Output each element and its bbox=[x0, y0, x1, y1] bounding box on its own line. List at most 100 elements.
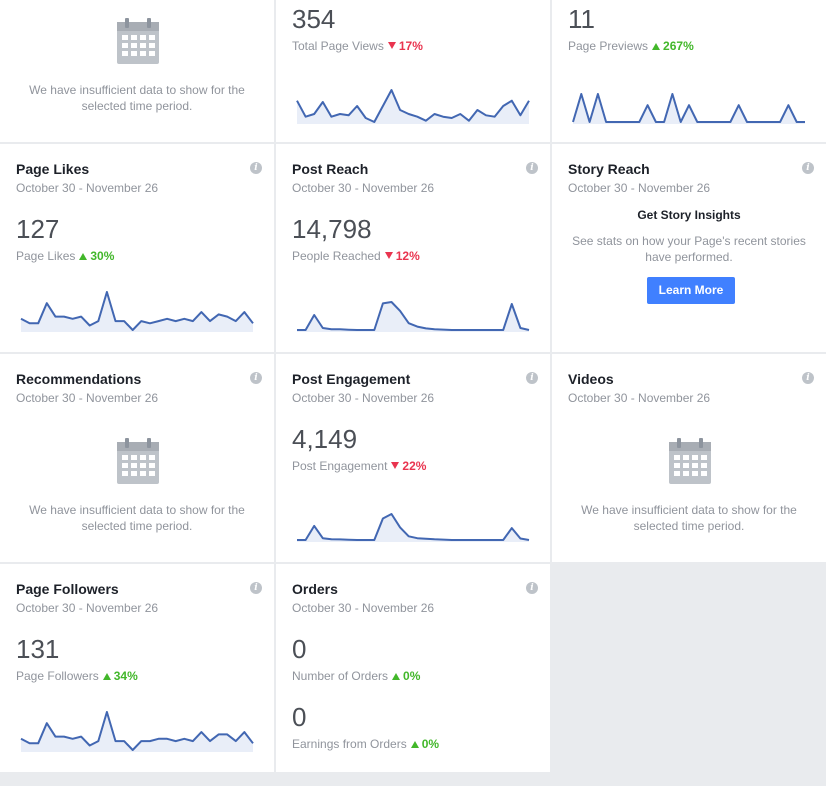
down-arrow-icon bbox=[387, 42, 396, 49]
down-arrow-icon bbox=[391, 462, 400, 469]
info-icon[interactable]: i bbox=[250, 582, 262, 594]
learn-more-button[interactable]: Learn More bbox=[647, 277, 735, 304]
info-icon[interactable]: i bbox=[526, 162, 538, 174]
date-range: October 30 - November 26 bbox=[568, 181, 711, 195]
card-title: Page Likes bbox=[16, 161, 90, 177]
page-followers-metric: Page Followers 34% bbox=[16, 669, 138, 683]
post-reach-change: 12% bbox=[395, 249, 420, 263]
orders-value: 0 bbox=[292, 634, 307, 664]
info-icon[interactable]: i bbox=[526, 582, 538, 594]
sparkline-area bbox=[21, 292, 253, 332]
post-reach-label: People Reached bbox=[292, 249, 381, 263]
insufficient-data-text: We have insufficient data to show for th… bbox=[29, 83, 245, 113]
post-engagement-sparkline bbox=[297, 513, 530, 542]
up-arrow-icon bbox=[392, 673, 401, 680]
page-views-value: 354 bbox=[292, 4, 336, 34]
date-range: October 30 - November 26 bbox=[16, 391, 159, 405]
up-arrow-icon bbox=[410, 741, 419, 748]
sparkline-line bbox=[296, 89, 530, 123]
post-reach-sparkline bbox=[297, 301, 530, 332]
earnings-metric: Earnings from Orders 0% bbox=[292, 737, 439, 751]
videos-card[interactable]: Videos October 30 - November 26 i We hav… bbox=[552, 354, 826, 562]
post-engagement-change: 22% bbox=[402, 459, 427, 473]
sparkline-area bbox=[297, 514, 529, 542]
info-icon[interactable]: i bbox=[250, 372, 262, 384]
page-views-label: Total Page Views bbox=[292, 39, 384, 53]
info-icon[interactable]: i bbox=[526, 372, 538, 384]
info-icon[interactable]: i bbox=[802, 372, 814, 384]
page-likes-change: 30% bbox=[90, 249, 115, 263]
earnings-value: 0 bbox=[292, 702, 307, 732]
calendar-icon bbox=[669, 438, 711, 484]
page-views-card[interactable]: 354 Total Page Views 17% bbox=[276, 0, 550, 142]
sparkline-area bbox=[573, 94, 805, 124]
up-arrow-icon bbox=[652, 43, 661, 50]
page-previews-sparkline bbox=[572, 93, 805, 124]
page-likes-card[interactable]: Page Likes October 30 - November 26 i 12… bbox=[0, 144, 274, 352]
page-likes-metric: Page Likes 30% bbox=[16, 249, 114, 263]
page-likes-sparkline bbox=[20, 291, 254, 332]
post-engagement-label: Post Engagement bbox=[292, 459, 388, 473]
page-followers-value: 131 bbox=[16, 634, 60, 664]
post-engagement-metric: Post Engagement 22% bbox=[292, 459, 426, 473]
orders-card[interactable]: Orders October 30 - November 26 i 0 Numb… bbox=[276, 564, 550, 772]
orders-label: Number of Orders bbox=[292, 669, 389, 683]
page-likes-value: 127 bbox=[16, 214, 60, 244]
card-title: Post Reach bbox=[292, 161, 369, 177]
story-reach-card[interactable]: Story Reach October 30 - November 26 i G… bbox=[552, 144, 826, 352]
page-followers-card[interactable]: Page Followers October 30 - November 26 … bbox=[0, 564, 274, 772]
page-previews-metric: Page Previews 267% bbox=[568, 39, 694, 53]
page-previews-label: Page Previews bbox=[568, 39, 649, 53]
sparkline-line bbox=[572, 93, 805, 123]
page-previews-value: 11 bbox=[568, 4, 595, 34]
calendar-icon bbox=[117, 18, 159, 64]
page-likes-label: Page Likes bbox=[16, 249, 76, 263]
sparkline-line bbox=[20, 291, 254, 331]
date-range: October 30 - November 26 bbox=[16, 601, 159, 615]
sparkline-area bbox=[297, 302, 529, 332]
info-icon[interactable]: i bbox=[802, 162, 814, 174]
page-views-metric: Total Page Views 17% bbox=[292, 39, 423, 53]
orders-change: 0% bbox=[403, 669, 421, 683]
insufficient-data-text: We have insufficient data to show for th… bbox=[581, 503, 797, 533]
page-previews-card[interactable]: 11 Page Previews 267% bbox=[552, 0, 826, 142]
post-engagement-value: 4,149 bbox=[292, 424, 358, 454]
insufficient-data-text: We have insufficient data to show for th… bbox=[29, 503, 245, 533]
date-range: October 30 - November 26 bbox=[16, 181, 159, 195]
story-insights-heading: Get Story Insights bbox=[637, 208, 741, 222]
info-icon[interactable]: i bbox=[250, 162, 262, 174]
sparkline-line bbox=[297, 301, 530, 331]
post-engagement-card[interactable]: Post Engagement October 30 - November 26… bbox=[276, 354, 550, 562]
story-insights-description: See stats on how your Page's recent stor… bbox=[572, 234, 806, 264]
sparkline-line bbox=[20, 711, 254, 751]
up-arrow-icon bbox=[79, 253, 88, 260]
card-title: Post Engagement bbox=[292, 371, 411, 387]
date-range: October 30 - November 26 bbox=[292, 601, 435, 615]
sparkline-line bbox=[297, 513, 530, 541]
page-followers-label: Page Followers bbox=[16, 669, 99, 683]
post-reach-value: 14,798 bbox=[292, 214, 372, 244]
page-views-sparkline bbox=[296, 89, 530, 124]
post-reach-metric: People Reached 12% bbox=[292, 249, 420, 263]
date-range: October 30 - November 26 bbox=[292, 391, 435, 405]
post-reach-card[interactable]: Post Reach October 30 - November 26 i 14… bbox=[276, 144, 550, 352]
page-views-change: 17% bbox=[398, 39, 423, 53]
recommendations-card[interactable]: Recommendations October 30 - November 26… bbox=[0, 354, 274, 562]
card-title: Recommendations bbox=[16, 371, 142, 387]
actions-card: We have insufficient data to show for th… bbox=[0, 0, 274, 142]
orders-metric: Number of Orders 0% bbox=[292, 669, 420, 683]
earnings-label: Earnings from Orders bbox=[292, 737, 407, 751]
sparkline-area bbox=[21, 712, 253, 752]
down-arrow-icon bbox=[384, 252, 393, 259]
earnings-change: 0% bbox=[421, 737, 440, 751]
page-followers-change: 34% bbox=[113, 669, 138, 683]
card-title: Videos bbox=[568, 371, 614, 387]
date-range: October 30 - November 26 bbox=[568, 391, 711, 405]
card-title: Page Followers bbox=[16, 581, 119, 597]
card-title: Story Reach bbox=[568, 161, 650, 177]
card-title: Orders bbox=[292, 581, 338, 597]
date-range: October 30 - November 26 bbox=[292, 181, 435, 195]
sparkline-area bbox=[297, 90, 529, 124]
calendar-icon bbox=[117, 438, 159, 484]
page-previews-change: 267% bbox=[663, 39, 694, 53]
